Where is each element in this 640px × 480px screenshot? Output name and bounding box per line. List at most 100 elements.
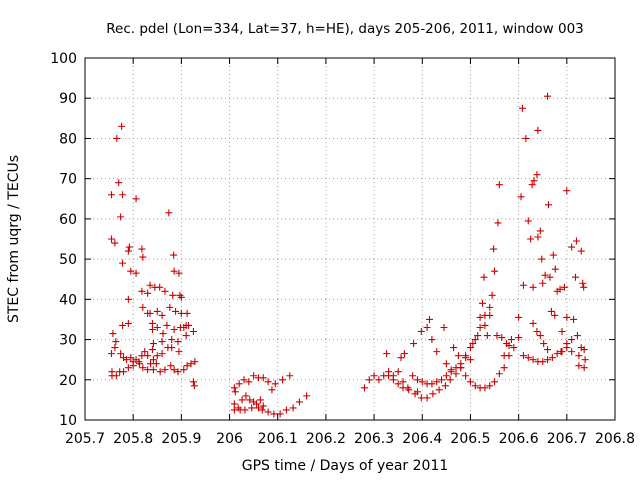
data-point-marker bbox=[138, 287, 146, 295]
data-point-marker bbox=[127, 354, 135, 362]
data-point-marker bbox=[174, 338, 182, 346]
data-point-marker bbox=[129, 362, 137, 370]
data-point-marker bbox=[156, 368, 164, 376]
y-tick-label: 40 bbox=[59, 292, 77, 308]
data-point-marker bbox=[153, 307, 161, 315]
data-point-marker bbox=[360, 384, 368, 392]
data-point-marker bbox=[153, 323, 161, 331]
data-point-marker bbox=[428, 336, 436, 344]
data-point-marker bbox=[524, 217, 532, 225]
data-point-marker bbox=[466, 378, 474, 386]
data-point-marker bbox=[138, 245, 146, 253]
data-point-marker bbox=[146, 309, 154, 317]
data-point-marker bbox=[551, 265, 559, 273]
data-point-marker bbox=[238, 396, 246, 404]
x-tick-labels: 205.7 205.8 205.9 206 206.1 206.2 206.3 206.4 20… bbox=[65, 431, 635, 447]
data-point-marker bbox=[575, 352, 583, 360]
data-point-marker bbox=[148, 346, 156, 354]
data-point-marker bbox=[189, 378, 197, 386]
data-point-marker bbox=[399, 378, 407, 386]
data-point-marker bbox=[442, 372, 450, 380]
data-point-marker bbox=[563, 187, 571, 195]
data-point-marker bbox=[486, 382, 494, 390]
data-point-marker bbox=[527, 235, 535, 243]
data-point-marker bbox=[510, 344, 518, 352]
data-point-marker bbox=[454, 352, 462, 360]
data-point-marker bbox=[158, 311, 166, 319]
data-point-marker bbox=[118, 122, 126, 130]
data-point-marker bbox=[108, 235, 115, 243]
data-point-marker bbox=[413, 376, 421, 384]
data-point-marker bbox=[122, 356, 130, 364]
data-point-marker bbox=[183, 362, 191, 370]
x-tick-label: 206.7 bbox=[547, 431, 587, 447]
data-point-marker bbox=[183, 309, 191, 317]
data-point-marker bbox=[571, 273, 579, 281]
data-point-marker bbox=[119, 321, 127, 329]
data-points bbox=[108, 92, 589, 418]
data-point-marker bbox=[170, 267, 178, 275]
data-point-marker bbox=[158, 338, 166, 346]
axis-ticks bbox=[84, 57, 616, 421]
data-point-marker bbox=[172, 307, 180, 315]
data-point-marker bbox=[575, 362, 583, 370]
data-point-marker bbox=[522, 134, 530, 142]
data-point-marker bbox=[536, 227, 544, 235]
data-point-marker bbox=[156, 283, 164, 291]
data-point-marker bbox=[551, 311, 559, 319]
data-point-marker bbox=[580, 283, 588, 291]
data-point-marker bbox=[524, 354, 532, 362]
data-point-marker bbox=[259, 374, 267, 382]
data-point-marker bbox=[435, 386, 443, 394]
data-point-marker bbox=[462, 372, 470, 380]
data-point-marker bbox=[256, 396, 264, 404]
data-point-marker bbox=[534, 126, 542, 134]
data-point-marker bbox=[544, 92, 552, 100]
data-point-marker bbox=[174, 368, 182, 376]
data-point-marker bbox=[563, 344, 571, 352]
data-point-marker bbox=[500, 364, 508, 372]
data-point-marker bbox=[481, 321, 489, 329]
data-point-marker bbox=[230, 400, 238, 408]
data-point-marker bbox=[124, 319, 132, 327]
data-point-marker bbox=[112, 338, 120, 346]
data-point-marker bbox=[268, 386, 276, 394]
data-point-marker bbox=[568, 348, 576, 356]
data-point-marker bbox=[429, 390, 437, 398]
data-point-marker bbox=[132, 269, 140, 277]
data-point-marker bbox=[158, 350, 166, 358]
data-point-marker bbox=[481, 311, 489, 319]
data-point-marker bbox=[568, 336, 576, 344]
data-point-marker bbox=[241, 406, 249, 414]
y-tick-label: 60 bbox=[59, 212, 77, 228]
data-point-marker bbox=[519, 281, 527, 289]
data-point-marker bbox=[248, 404, 256, 412]
data-point-marker bbox=[438, 376, 446, 384]
data-point-marker bbox=[471, 336, 479, 344]
data-point-marker bbox=[246, 396, 254, 404]
data-point-marker bbox=[119, 259, 127, 267]
data-point-marker bbox=[146, 281, 154, 289]
data-point-marker bbox=[529, 283, 537, 291]
data-point-marker bbox=[530, 177, 538, 185]
data-point-marker bbox=[546, 273, 554, 281]
data-point-marker bbox=[276, 410, 284, 418]
data-point-marker bbox=[135, 360, 143, 368]
data-point-marker bbox=[132, 195, 140, 203]
data-point-marker bbox=[113, 134, 121, 142]
data-point-marker bbox=[517, 193, 525, 201]
data-point-marker bbox=[529, 356, 537, 364]
data-point-marker bbox=[282, 406, 290, 414]
data-point-marker bbox=[159, 330, 167, 338]
y-tick-label: 30 bbox=[59, 333, 77, 349]
data-point-marker bbox=[271, 380, 279, 388]
data-point-marker bbox=[111, 239, 119, 247]
x-tick-label: 206.5 bbox=[450, 431, 490, 447]
data-point-marker bbox=[573, 332, 581, 340]
data-point-marker bbox=[279, 376, 287, 384]
data-point-marker bbox=[394, 368, 402, 376]
data-point-marker bbox=[563, 313, 571, 321]
data-point-marker bbox=[480, 273, 488, 281]
data-point-marker bbox=[411, 390, 419, 398]
data-point-marker bbox=[115, 179, 123, 187]
